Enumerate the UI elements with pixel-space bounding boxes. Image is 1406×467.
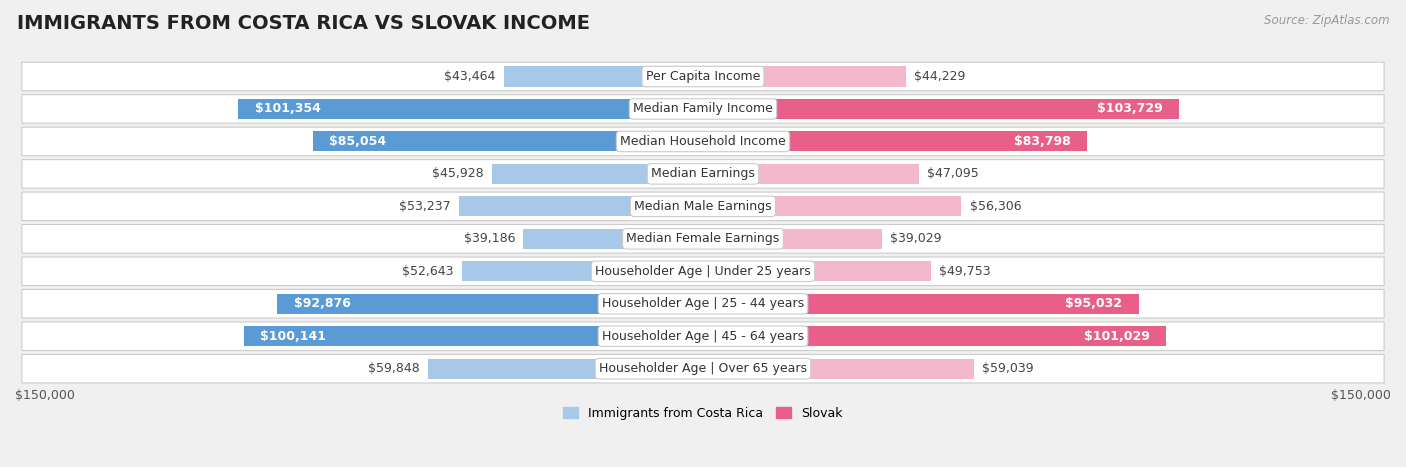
Bar [703, 131, 1087, 151]
Text: $85,054: $85,054 [329, 135, 387, 148]
FancyBboxPatch shape [22, 257, 1384, 285]
Bar [277, 294, 703, 314]
Text: $92,876: $92,876 [294, 297, 350, 310]
Text: $43,464: $43,464 [444, 70, 495, 83]
Bar [703, 164, 920, 184]
FancyBboxPatch shape [22, 62, 1384, 91]
Bar [703, 99, 1178, 119]
Text: $103,729: $103,729 [1097, 102, 1163, 115]
Text: $39,186: $39,186 [464, 232, 515, 245]
Text: Source: ZipAtlas.com: Source: ZipAtlas.com [1264, 14, 1389, 27]
Text: $95,032: $95,032 [1066, 297, 1122, 310]
Legend: Immigrants from Costa Rica, Slovak: Immigrants from Costa Rica, Slovak [558, 402, 848, 425]
FancyBboxPatch shape [22, 160, 1384, 188]
Bar [703, 229, 882, 249]
FancyBboxPatch shape [22, 290, 1384, 318]
Bar [314, 131, 703, 151]
FancyBboxPatch shape [22, 322, 1384, 351]
Bar [703, 196, 962, 216]
Bar [503, 66, 703, 86]
Bar [523, 229, 703, 249]
Bar [238, 99, 703, 119]
Text: Median Family Income: Median Family Income [633, 102, 773, 115]
Text: $44,229: $44,229 [914, 70, 966, 83]
FancyBboxPatch shape [22, 127, 1384, 156]
FancyBboxPatch shape [22, 225, 1384, 253]
Text: IMMIGRANTS FROM COSTA RICA VS SLOVAK INCOME: IMMIGRANTS FROM COSTA RICA VS SLOVAK INC… [17, 14, 591, 33]
Text: $49,753: $49,753 [939, 265, 991, 278]
Bar [703, 66, 905, 86]
Bar [429, 359, 703, 379]
Bar [458, 196, 703, 216]
Text: $150,000: $150,000 [1331, 389, 1391, 402]
Bar [492, 164, 703, 184]
Bar [703, 261, 931, 281]
Bar [243, 326, 703, 346]
Text: $52,643: $52,643 [402, 265, 453, 278]
Text: $150,000: $150,000 [15, 389, 75, 402]
Text: $101,029: $101,029 [1084, 330, 1150, 343]
Text: Householder Age | 45 - 64 years: Householder Age | 45 - 64 years [602, 330, 804, 343]
Text: $53,237: $53,237 [399, 200, 450, 213]
Text: $39,029: $39,029 [890, 232, 942, 245]
FancyBboxPatch shape [22, 192, 1384, 220]
Text: $47,095: $47,095 [928, 167, 979, 180]
Text: $59,039: $59,039 [981, 362, 1033, 375]
Text: $83,798: $83,798 [1014, 135, 1071, 148]
Bar [703, 326, 1167, 346]
FancyBboxPatch shape [22, 95, 1384, 123]
Text: Median Earnings: Median Earnings [651, 167, 755, 180]
Text: $100,141: $100,141 [260, 330, 326, 343]
Text: Median Female Earnings: Median Female Earnings [627, 232, 779, 245]
Text: Householder Age | 25 - 44 years: Householder Age | 25 - 44 years [602, 297, 804, 310]
Text: $56,306: $56,306 [970, 200, 1021, 213]
FancyBboxPatch shape [22, 354, 1384, 383]
Text: Per Capita Income: Per Capita Income [645, 70, 761, 83]
Text: $101,354: $101,354 [254, 102, 321, 115]
Text: Median Male Earnings: Median Male Earnings [634, 200, 772, 213]
Bar [703, 359, 974, 379]
Text: $45,928: $45,928 [433, 167, 484, 180]
Text: Median Household Income: Median Household Income [620, 135, 786, 148]
Bar [703, 294, 1139, 314]
Text: Householder Age | Over 65 years: Householder Age | Over 65 years [599, 362, 807, 375]
Text: Householder Age | Under 25 years: Householder Age | Under 25 years [595, 265, 811, 278]
Bar [461, 261, 703, 281]
Text: $59,848: $59,848 [368, 362, 420, 375]
